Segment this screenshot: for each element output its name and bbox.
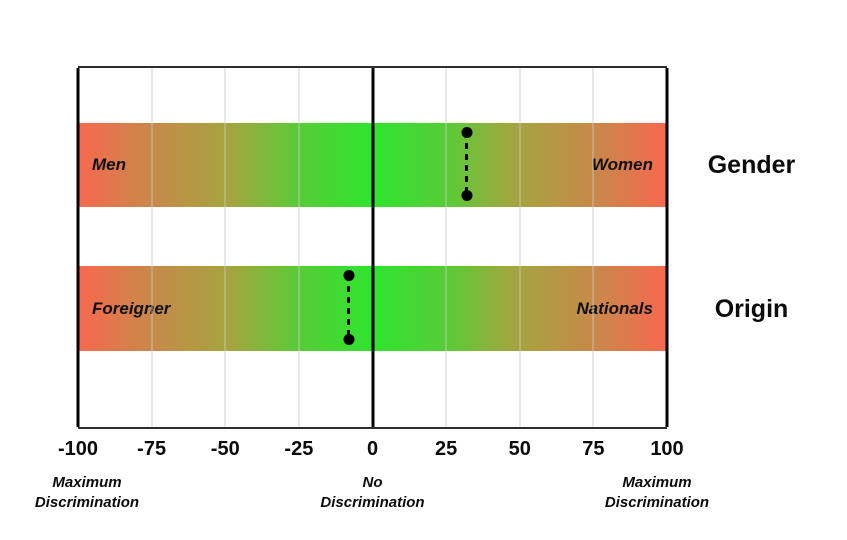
- plot-area: Men Women Foreigner Nationals: [76, 66, 669, 429]
- marker-dashed-line: [465, 132, 469, 196]
- gridline: [445, 68, 447, 427]
- band-left-label: Foreigner: [92, 298, 171, 318]
- axis-border-line: [76, 68, 80, 427]
- gridline: [151, 68, 153, 427]
- marker-dashed-line: [347, 275, 351, 340]
- axis-annotation: Maximum Discrimination: [605, 473, 709, 513]
- row-category-labels: Gender Origin: [694, 0, 809, 540]
- gridline: [592, 68, 594, 427]
- zero-line: [371, 68, 374, 427]
- gridline: [298, 68, 300, 427]
- tick-label: 50: [508, 438, 531, 460]
- tick-label: -75: [137, 438, 167, 460]
- tick-label: 25: [435, 438, 458, 460]
- axis-annotation: No Discrimination: [320, 473, 424, 513]
- annotation-line1: Maximum: [52, 474, 122, 491]
- marker-dot-bottom: [343, 334, 355, 345]
- band-right-label: Women: [591, 155, 653, 174]
- row-category-label: Origin: [714, 294, 789, 323]
- gridline: [519, 68, 521, 427]
- axis-annotation: Maximum Discrimination: [35, 473, 139, 513]
- annotation-line2: Discrimination: [34, 494, 140, 511]
- annotation-line1: No: [362, 474, 383, 491]
- marker-dot-bottom: [461, 190, 473, 201]
- band-right-label: Nationals: [576, 298, 653, 318]
- annotation-line1: Maximum: [622, 474, 692, 491]
- marker-dot-top: [461, 127, 473, 138]
- x-axis: -100 -75 -50 -25 0 25 50 75 100: [58, 438, 684, 464]
- gridline: [224, 68, 226, 427]
- tick-label: -100: [57, 438, 99, 460]
- tick-label: 75: [582, 438, 605, 460]
- axis-border-line: [665, 68, 669, 427]
- row-category-label: Gender: [707, 151, 796, 179]
- annotation-line2: Discrimination: [604, 494, 710, 511]
- axis-annotations: Maximum Discrimination No Discrimination Max…: [35, 473, 709, 519]
- tick-label: 100: [650, 438, 684, 460]
- tick-label: -50: [210, 438, 240, 460]
- annotation-line2: Discrimination: [320, 494, 425, 511]
- tick-label: 0: [366, 438, 379, 460]
- marker-dot-top: [343, 270, 355, 281]
- tick-label: -25: [284, 438, 314, 460]
- band-left-label: Men: [92, 155, 126, 174]
